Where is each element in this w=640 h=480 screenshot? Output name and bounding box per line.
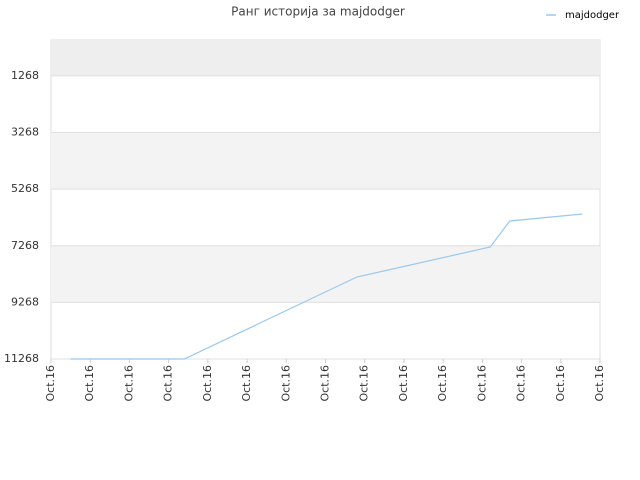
x-tick-label: Oct.16 bbox=[240, 365, 253, 402]
x-tick-label: Oct.16 bbox=[397, 365, 410, 402]
x-tick-label: Oct.16 bbox=[44, 365, 57, 402]
plot-area bbox=[50, 39, 601, 360]
x-tick-label: Oct.16 bbox=[319, 365, 332, 402]
x-tick-label: Oct.16 bbox=[593, 365, 606, 402]
x-tick-label: Oct.16 bbox=[554, 365, 567, 402]
y-tick-label: 7268 bbox=[11, 239, 39, 252]
x-tick-label: Oct.16 bbox=[436, 365, 449, 402]
series-line bbox=[70, 213, 583, 360]
x-tick-label: Oct.16 bbox=[162, 365, 175, 402]
y-tick-label: 11268 bbox=[4, 352, 39, 365]
x-tick-label: Oct.16 bbox=[83, 365, 96, 402]
band bbox=[51, 245, 600, 303]
chart-title: Ранг историја за majdodger bbox=[231, 5, 405, 19]
x-tick-label: Oct.16 bbox=[475, 365, 488, 402]
band bbox=[51, 132, 600, 190]
x-tick-label: Oct.16 bbox=[358, 365, 371, 402]
y-tick-label: 5268 bbox=[11, 182, 39, 195]
x-tick-label: Oct.16 bbox=[122, 365, 135, 402]
x-tick-label: Oct.16 bbox=[201, 365, 214, 402]
y-tick-label: 3268 bbox=[11, 126, 39, 139]
y-tick-label: 9268 bbox=[11, 295, 39, 308]
legend-label: majdodger bbox=[565, 10, 620, 21]
band bbox=[51, 40, 600, 76]
x-tick-label: Oct.16 bbox=[515, 365, 528, 402]
y-tick-label: 1268 bbox=[11, 69, 39, 82]
x-tick-label: Oct.16 bbox=[279, 365, 292, 402]
